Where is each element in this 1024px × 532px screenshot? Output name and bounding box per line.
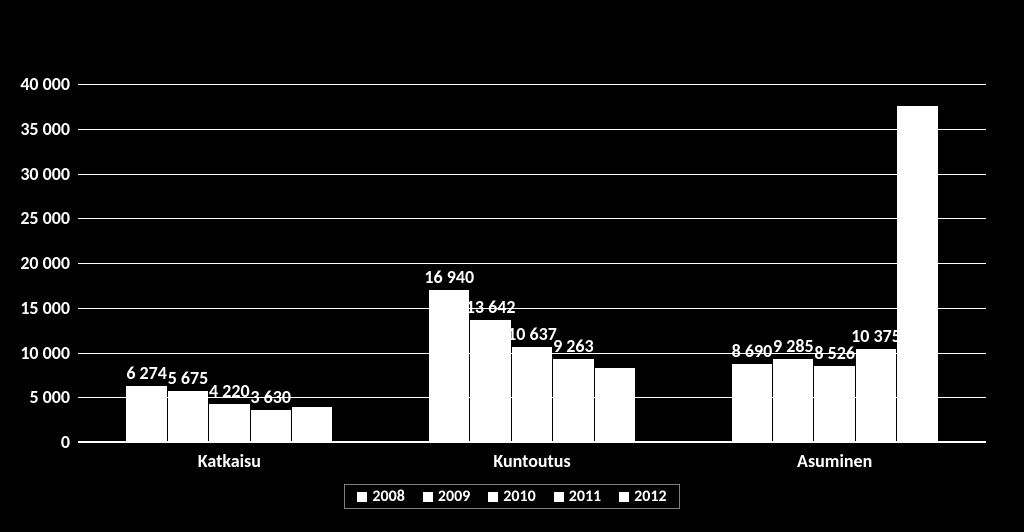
category-label: Asuminen [797,450,872,472]
y-gridline [78,218,986,219]
y-tick-label: 15 000 [20,297,78,319]
bar-value-label: 10 637 [507,323,557,345]
y-tick-label: 40 000 [20,73,78,95]
legend-swatch-icon [423,492,433,502]
bar-value-label: 9 285 [773,335,814,357]
legend: 2008 2009 2010 2011 2012 [344,484,679,509]
bar [470,320,510,442]
bar-value-label: 4 220 [209,380,250,402]
legend-label: 2011 [569,487,601,506]
y-tick-label: 35 000 [20,118,78,140]
legend-label: 2008 [372,487,404,506]
bar-value-label: 8 526 [814,342,855,364]
y-gridline [78,84,986,85]
chart-root: 0 5 000 10 000 15 000 20 000 25 000 30 000 35 0… [0,0,1024,532]
bar [429,290,469,442]
bar [209,404,249,442]
bar [553,359,593,442]
legend-item: 2010 [488,487,535,506]
bar-value-label: 10 375 [851,325,901,347]
legend-swatch-icon [357,492,367,502]
y-tick-label: 20 000 [20,252,78,274]
legend-label: 2012 [634,487,666,506]
legend-label: 2010 [503,487,535,506]
category-label: Katkaisu [198,450,261,472]
legend-swatch-icon [554,492,564,502]
y-gridline [78,174,986,175]
bar [251,410,291,442]
bar [168,391,208,442]
legend-item: 2011 [554,487,601,506]
bar [814,366,854,442]
bar [292,407,332,442]
bar-value-label: 5 675 [168,367,209,389]
bar [595,368,635,442]
y-gridline [78,308,986,309]
legend-item: 2009 [423,487,470,506]
bar-value-label: 16 940 [424,266,474,288]
category-label: Kuntoutus [493,450,570,472]
legend-swatch-icon [488,492,498,502]
bar-value-label: 9 263 [553,335,594,357]
bar-value-label: 13 642 [466,296,516,318]
bar [856,349,896,442]
bar [773,359,813,442]
plot-area: 05 00010 00015 00020 00025 00030 00035 0… [78,84,986,442]
y-gridline [78,263,986,264]
y-tick-label: 0 [61,431,78,453]
bar-value-label: 8 690 [732,340,773,362]
bar [732,364,772,442]
legend-label: 2009 [438,487,470,506]
y-tick-label: 5 000 [29,386,78,408]
legend-container: 2008 2009 2010 2011 2012 [0,484,1024,509]
y-tick-label: 10 000 [20,342,78,364]
bar-value-label: 6 274 [126,362,167,384]
bar [512,347,552,442]
legend-swatch-icon [619,492,629,502]
y-tick-label: 25 000 [20,207,78,229]
y-tick-label: 30 000 [20,163,78,185]
legend-item: 2008 [357,487,404,506]
bar [897,106,937,442]
bar-value-label: 3 630 [250,386,291,408]
bar [126,386,166,442]
y-gridline [78,129,986,130]
legend-item: 2012 [619,487,666,506]
